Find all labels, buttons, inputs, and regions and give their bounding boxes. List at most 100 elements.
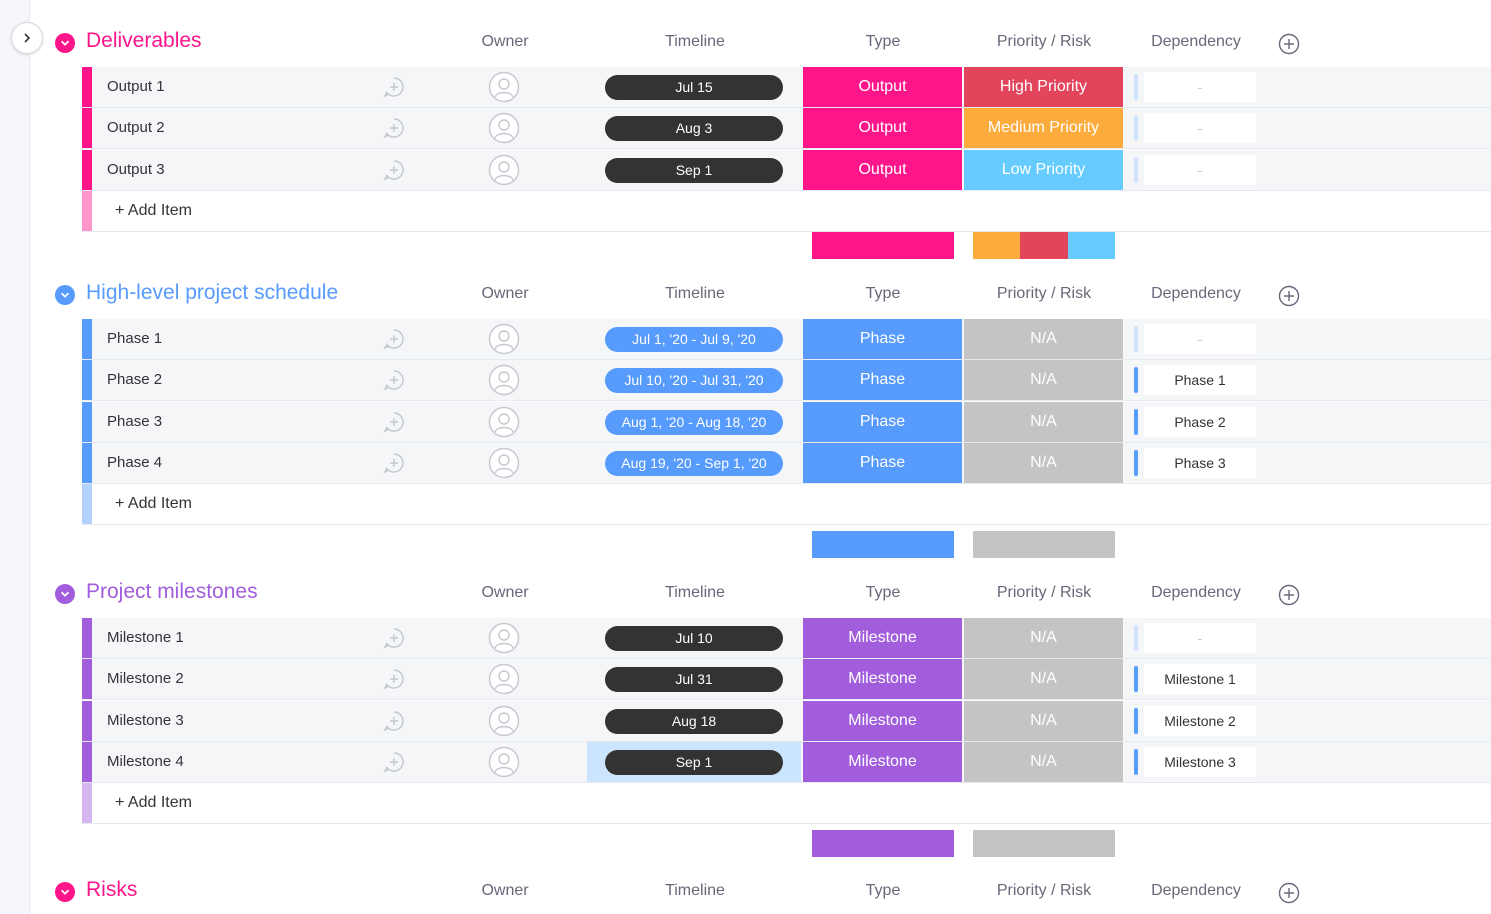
- owner-cell[interactable]: [422, 742, 586, 782]
- column-header-type[interactable]: Type: [865, 584, 901, 601]
- timeline-cell[interactable]: Aug 1, '20 - Aug 18, '20: [587, 402, 801, 442]
- dependency-value[interactable]: Milestone 2: [1144, 705, 1256, 736]
- item-name[interactable]: Phase 3: [107, 412, 163, 430]
- item-name[interactable]: Phase 4: [107, 453, 163, 471]
- dependency-cell[interactable]: Milestone 1: [1134, 659, 1256, 699]
- column-header-type[interactable]: Type: [865, 33, 901, 50]
- collapse-group-icon[interactable]: [55, 584, 75, 604]
- type-status-cell[interactable]: Output: [803, 108, 962, 149]
- dependency-value[interactable]: -: [1144, 623, 1256, 653]
- timeline-cell[interactable]: Aug 18: [587, 701, 801, 741]
- avatar-icon[interactable]: [488, 663, 520, 695]
- column-header-dependency[interactable]: Dependency: [1151, 285, 1241, 302]
- timeline-cell[interactable]: Aug 3: [587, 108, 801, 148]
- column-header-owner[interactable]: Owner: [481, 285, 529, 302]
- timeline-cell[interactable]: Jul 1, '20 - Jul 9, '20: [587, 319, 801, 359]
- priority-status-cell[interactable]: N/A: [964, 401, 1123, 442]
- dependency-value[interactable]: -: [1144, 113, 1256, 144]
- column-header-priority[interactable]: Priority / Risk: [996, 584, 1092, 601]
- timeline-pill[interactable]: Sep 1: [605, 749, 783, 775]
- timeline-pill[interactable]: Jul 31: [605, 667, 783, 693]
- timeline-pill[interactable]: Jul 10, '20 - Jul 31, '20: [605, 368, 783, 394]
- owner-cell[interactable]: [422, 701, 586, 741]
- dependency-cell[interactable]: Milestone 2: [1134, 701, 1256, 741]
- column-header-dependency[interactable]: Dependency: [1151, 33, 1241, 50]
- type-status-cell[interactable]: Phase: [803, 319, 962, 359]
- item-name[interactable]: Milestone 1: [107, 629, 184, 646]
- dependency-value[interactable]: -: [1144, 72, 1256, 102]
- type-status-cell[interactable]: Phase: [803, 360, 962, 401]
- add-update-icon[interactable]: [382, 709, 406, 733]
- add-update-icon[interactable]: [382, 327, 406, 351]
- item-name[interactable]: Milestone 2: [107, 670, 184, 688]
- dependency-value[interactable]: Milestone 1: [1144, 664, 1256, 695]
- item-name[interactable]: Output 1: [107, 78, 165, 95]
- column-header-timeline[interactable]: Timeline: [665, 882, 725, 899]
- item-name[interactable]: Phase 1: [107, 330, 163, 347]
- timeline-pill[interactable]: Aug 19, '20 - Sep 1, '20: [605, 450, 783, 476]
- owner-cell[interactable]: [422, 360, 586, 400]
- avatar-icon[interactable]: [488, 71, 520, 103]
- add-update-icon[interactable]: [382, 368, 406, 392]
- add-update-icon[interactable]: [382, 116, 406, 140]
- type-status-cell[interactable]: Output: [803, 149, 962, 190]
- dependency-value[interactable]: Phase 1: [1144, 365, 1256, 396]
- type-status-cell[interactable]: Milestone: [803, 741, 962, 782]
- dependency-cell[interactable]: Milestone 3: [1134, 742, 1256, 782]
- timeline-pill[interactable]: Aug 1, '20 - Aug 18, '20: [605, 409, 783, 435]
- dependency-value[interactable]: Phase 2: [1144, 406, 1256, 437]
- column-header-timeline[interactable]: Timeline: [665, 584, 725, 601]
- type-status-cell[interactable]: Output: [803, 67, 962, 107]
- avatar-icon[interactable]: [488, 112, 520, 144]
- owner-cell[interactable]: [422, 150, 586, 190]
- column-header-dependency[interactable]: Dependency: [1151, 882, 1241, 899]
- add-column-button[interactable]: [1278, 584, 1300, 606]
- priority-status-cell[interactable]: N/A: [964, 360, 1123, 401]
- dependency-value[interactable]: -: [1144, 154, 1256, 185]
- dependency-cell[interactable]: -: [1134, 108, 1256, 148]
- column-header-type[interactable]: Type: [865, 285, 901, 302]
- column-header-priority[interactable]: Priority / Risk: [996, 882, 1092, 899]
- add-column-button[interactable]: [1278, 882, 1300, 904]
- dependency-cell[interactable]: -: [1134, 618, 1256, 658]
- type-status-cell[interactable]: Phase: [803, 401, 962, 442]
- avatar-icon[interactable]: [488, 622, 520, 654]
- priority-status-cell[interactable]: N/A: [964, 618, 1123, 658]
- group-title[interactable]: Risks: [86, 878, 138, 901]
- add-update-icon[interactable]: [382, 750, 406, 774]
- owner-cell[interactable]: [422, 319, 586, 359]
- add-update-icon[interactable]: [382, 667, 406, 691]
- priority-status-cell[interactable]: N/A: [964, 741, 1123, 782]
- item-name[interactable]: Milestone 3: [107, 711, 184, 729]
- column-header-owner[interactable]: Owner: [481, 882, 529, 899]
- dependency-cell[interactable]: -: [1134, 319, 1256, 359]
- add-update-icon[interactable]: [382, 158, 406, 182]
- item-name[interactable]: Output 3: [107, 160, 165, 178]
- column-header-timeline[interactable]: Timeline: [665, 285, 725, 302]
- timeline-pill[interactable]: Aug 3: [605, 116, 783, 142]
- priority-status-cell[interactable]: N/A: [964, 700, 1123, 741]
- collapse-group-icon[interactable]: [55, 285, 75, 305]
- owner-cell[interactable]: [422, 443, 586, 483]
- avatar-icon[interactable]: [488, 323, 520, 355]
- priority-status-cell[interactable]: N/A: [964, 319, 1123, 359]
- type-status-cell[interactable]: Milestone: [803, 659, 962, 700]
- timeline-pill[interactable]: Jul 15: [605, 75, 783, 100]
- column-header-type[interactable]: Type: [865, 882, 901, 899]
- add-update-icon[interactable]: [382, 626, 406, 650]
- timeline-cell[interactable]: Jul 10: [587, 618, 801, 658]
- owner-cell[interactable]: [422, 67, 586, 107]
- group-title[interactable]: Project milestones: [86, 580, 258, 603]
- dependency-cell[interactable]: Phase 2: [1134, 402, 1256, 442]
- dependency-cell[interactable]: Phase 1: [1134, 360, 1256, 400]
- timeline-pill[interactable]: Aug 18: [605, 708, 783, 734]
- timeline-cell[interactable]: Jul 31: [587, 659, 801, 699]
- column-header-owner[interactable]: Owner: [481, 584, 529, 601]
- owner-cell[interactable]: [422, 108, 586, 148]
- item-name[interactable]: Output 2: [107, 119, 165, 137]
- owner-cell[interactable]: [422, 659, 586, 699]
- add-item-label[interactable]: + Add Item: [115, 794, 192, 812]
- priority-status-cell[interactable]: Low Priority: [964, 149, 1123, 190]
- avatar-icon[interactable]: [488, 364, 520, 396]
- owner-cell[interactable]: [422, 402, 586, 442]
